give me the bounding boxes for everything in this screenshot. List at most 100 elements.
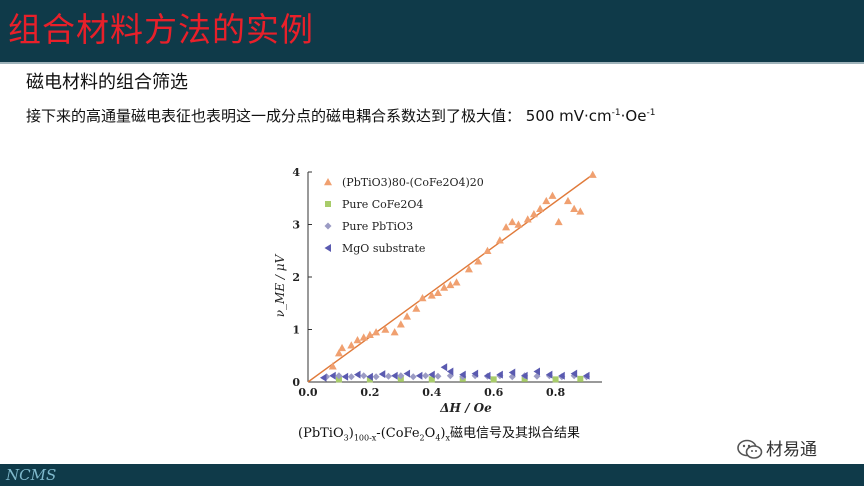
chart-figure: 0.0 0.2 0.4 0.6 0.8 0 1 2 3 4 (PbTiO3)80-(CoFe2O4)…	[268, 162, 614, 416]
footer-bar: NCMS	[0, 464, 864, 486]
data-point-left-triangle	[428, 370, 435, 379]
caption-sub: 100-x	[353, 433, 377, 443]
data-point-left-triangle	[391, 371, 398, 380]
data-point-square	[366, 376, 373, 383]
data-point-left-triangle	[483, 371, 491, 380]
data-point-left-triangle	[508, 368, 516, 377]
x-tick-label: 0.4	[422, 386, 441, 399]
data-point-triangle	[338, 343, 347, 352]
data-point-diamond	[347, 373, 355, 381]
data-point-triangle	[570, 204, 579, 212]
wechat-watermark: 材易通	[736, 438, 856, 462]
legend-marker-left-triangle	[324, 244, 331, 252]
data-point-triangle	[514, 220, 523, 228]
data-point-left-triangle	[415, 371, 423, 380]
data-point-left-triangle	[403, 369, 411, 378]
data-point-triangle	[563, 196, 572, 205]
data-point-triangle	[548, 191, 557, 199]
legend-marker-triangle	[324, 178, 332, 186]
description-exponent-2: -1	[646, 108, 656, 118]
data-point-triangle	[390, 328, 399, 336]
data-point-triangle	[452, 278, 461, 286]
data-point-left-triangle	[440, 363, 448, 372]
data-point-left-triangle	[341, 372, 349, 381]
data-point-diamond	[360, 372, 368, 380]
legend-label: Pure CoFe2O4	[342, 198, 423, 211]
wechat-icon	[737, 439, 763, 459]
caption-sub: 2	[419, 433, 425, 443]
data-point-diamond	[335, 372, 343, 380]
data-point-triangle	[427, 291, 436, 299]
description-unit: ·Oe	[620, 107, 647, 125]
data-point-left-triangle	[533, 367, 541, 376]
caption-part: (PbTiO	[298, 426, 344, 441]
data-point-left-triangle	[446, 367, 454, 376]
data-point-square	[577, 375, 584, 382]
slide-title: 组合材料方法的实例	[8, 10, 314, 49]
fit-line	[307, 174, 594, 383]
data-point-diamond	[397, 372, 405, 380]
data-point-triangle	[440, 283, 449, 291]
x-tick-label: 0.8	[546, 386, 565, 399]
data-point-triangle	[328, 362, 337, 370]
scatter-chart: 0.0 0.2 0.4 0.6 0.8 0 1 2 3 4 (PbTiO3)80-(CoFe2O4)…	[268, 162, 614, 416]
data-point-triangle	[523, 215, 532, 223]
caption-sub: 4	[435, 433, 441, 443]
data-point-left-triangle	[319, 373, 327, 382]
y-tick-label: 3	[292, 219, 300, 232]
data-point-square	[490, 376, 497, 383]
legend-label: (PbTiO3)80-(CoFe2O4)20	[342, 176, 484, 189]
data-point-triangle	[353, 336, 362, 344]
data-point-left-triangle	[558, 371, 565, 380]
data-point-triangle	[536, 204, 545, 212]
data-point-triangle	[446, 280, 455, 289]
slide-subtitle: 磁电材料的组合筛选	[26, 72, 188, 93]
y-tick-label: 0	[292, 376, 300, 389]
data-point-left-triangle	[521, 371, 528, 380]
figure-caption: (PbTiO3)100-x-(CoFe2O4)x磁电信号及其拟合结果	[298, 424, 580, 449]
data-point-triangle	[347, 341, 356, 349]
data-point-left-triangle	[354, 370, 361, 379]
description-text: 接下来的高通量磁电表征也表明这一成分点的磁电耦合系数达到了极大值： 500 mV…	[26, 107, 612, 125]
caption-part: O	[424, 426, 436, 441]
data-point-triangle	[474, 257, 483, 265]
data-point-left-triangle	[459, 370, 466, 379]
slide-description: 接下来的高通量磁电表征也表明这一成分点的磁电耦合系数达到了极大值： 500 mV…	[26, 102, 655, 127]
y-tick-label: 2	[292, 271, 300, 284]
legend-marker-diamond	[324, 222, 332, 230]
data-point-left-triangle	[329, 371, 336, 380]
data-point-triangle	[495, 236, 504, 244]
data-point-square	[335, 376, 342, 383]
footer-logo: NCMS	[6, 466, 57, 484]
data-point-triangle	[502, 223, 511, 231]
data-point-diamond	[434, 372, 442, 380]
data-point-triangle	[433, 288, 442, 296]
data-point-left-triangle	[471, 369, 479, 378]
caption-part: )	[348, 426, 354, 441]
data-point-triangle	[483, 246, 492, 254]
data-point-square	[552, 376, 559, 383]
data-point-diamond	[384, 372, 392, 380]
data-point-left-triangle	[545, 370, 553, 379]
x-tick-label: 0.0	[298, 386, 317, 399]
caption-part: 磁电信号及其拟合结果	[450, 426, 581, 441]
data-point-triangle	[464, 265, 473, 273]
data-point-triangle	[576, 207, 585, 215]
x-tick-label: 0.6	[484, 386, 503, 399]
data-point-diamond	[422, 372, 430, 380]
data-point-triangle	[365, 330, 374, 338]
data-point-left-triangle	[570, 369, 578, 378]
x-axis-label: ΔH / Oe	[439, 401, 492, 415]
data-point-left-triangle	[378, 370, 386, 379]
data-point-left-triangle	[366, 372, 373, 381]
description-exponent-1: -1	[611, 108, 621, 118]
data-point-triangle	[418, 294, 427, 302]
data-point-triangle	[396, 320, 405, 328]
caption-part: )	[440, 426, 446, 441]
wechat-label: 材易通	[766, 440, 817, 460]
data-point-left-triangle	[583, 371, 590, 380]
data-point-triangle	[542, 196, 551, 205]
caption-part: -(CoFe	[376, 426, 420, 441]
y-tick-label: 1	[292, 324, 300, 337]
data-point-triangle	[359, 333, 368, 341]
